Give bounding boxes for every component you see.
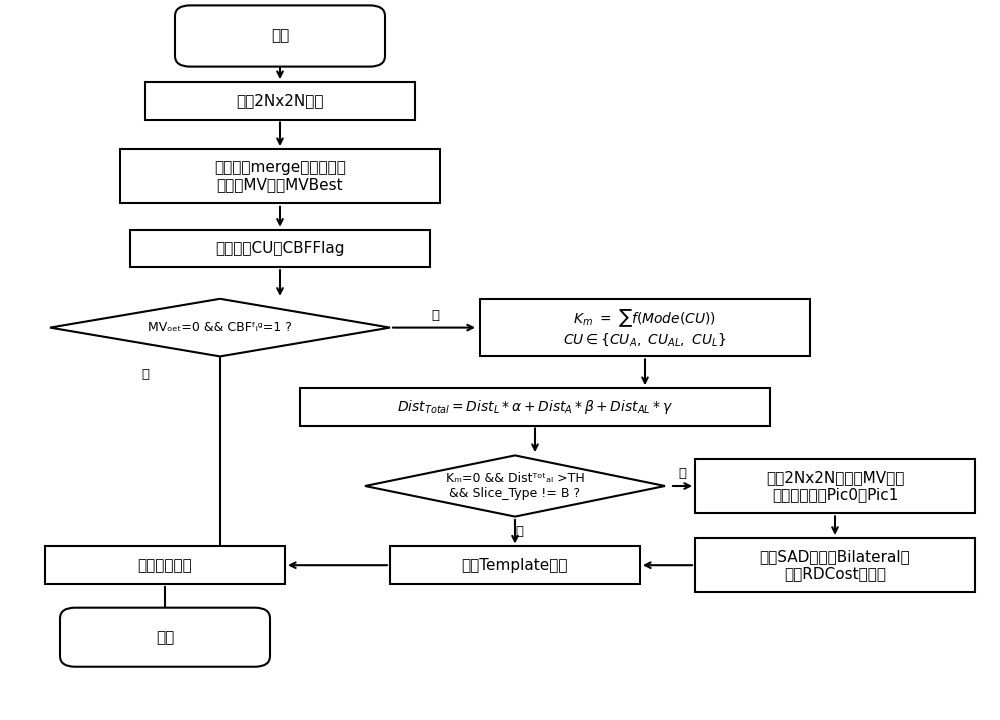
FancyBboxPatch shape (480, 299, 810, 356)
Text: 进行2Nx2N模式: 进行2Nx2N模式 (236, 94, 324, 108)
FancyBboxPatch shape (120, 150, 440, 204)
Text: Kₘ=0 && Distᵀᵒᵗₐₗ >TH
&& Slice_Type != B ?: Kₘ=0 && Distᵀᵒᵗₐₗ >TH && Slice_Type != B… (446, 472, 584, 500)
FancyBboxPatch shape (300, 388, 770, 426)
Text: 进行Template模式: 进行Template模式 (462, 558, 568, 572)
Polygon shape (50, 299, 390, 356)
Text: 后续模式判断: 后续模式判断 (138, 558, 192, 572)
Text: 否: 否 (678, 467, 686, 480)
FancyBboxPatch shape (695, 459, 975, 513)
FancyBboxPatch shape (390, 546, 640, 584)
Text: MVₒₑₜ=0 && CBFᶠₗᵍ=1 ?: MVₒₑₜ=0 && CBFᶠₗᵍ=1 ? (148, 321, 292, 334)
FancyBboxPatch shape (695, 539, 975, 592)
FancyBboxPatch shape (60, 608, 270, 667)
FancyBboxPatch shape (45, 546, 285, 584)
FancyBboxPatch shape (175, 6, 385, 67)
Text: 获取2Nx2N的最优MV，并
补偿得到图像Pic0、Pic1: 获取2Nx2N的最优MV，并 补偿得到图像Pic0、Pic1 (766, 470, 904, 503)
Text: $K_m\ =\ \sum f(Mode(CU))$
$CU\in\{CU_A,\ CU_{AL},\ CU_L\}$: $K_m\ =\ \sum f(Mode(CU))$ $CU\in\{CU_A,… (563, 307, 727, 348)
Text: 是: 是 (515, 525, 523, 538)
Text: 否: 否 (431, 309, 439, 322)
Text: 结束: 结束 (156, 630, 174, 644)
Text: 是: 是 (141, 368, 149, 381)
FancyBboxPatch shape (130, 230, 430, 267)
Text: 获取当前CU的CBFFlag: 获取当前CU的CBFFlag (215, 241, 345, 256)
Text: 开始: 开始 (271, 29, 289, 43)
FancyBboxPatch shape (145, 82, 415, 120)
Text: 进行普通merge模式，获取
其最优MV，即MVBest: 进行普通merge模式，获取 其最优MV，即MVBest (214, 161, 346, 193)
Text: 计算SAD并代入Bilateral模
式的RDCost计算中: 计算SAD并代入Bilateral模 式的RDCost计算中 (760, 549, 910, 582)
Text: $Dist_{Total} = Dist_L * \alpha + Dist_A * \beta + Dist_{AL} * \gamma$: $Dist_{Total} = Dist_L * \alpha + Dist_A… (397, 398, 673, 416)
Polygon shape (365, 456, 665, 517)
